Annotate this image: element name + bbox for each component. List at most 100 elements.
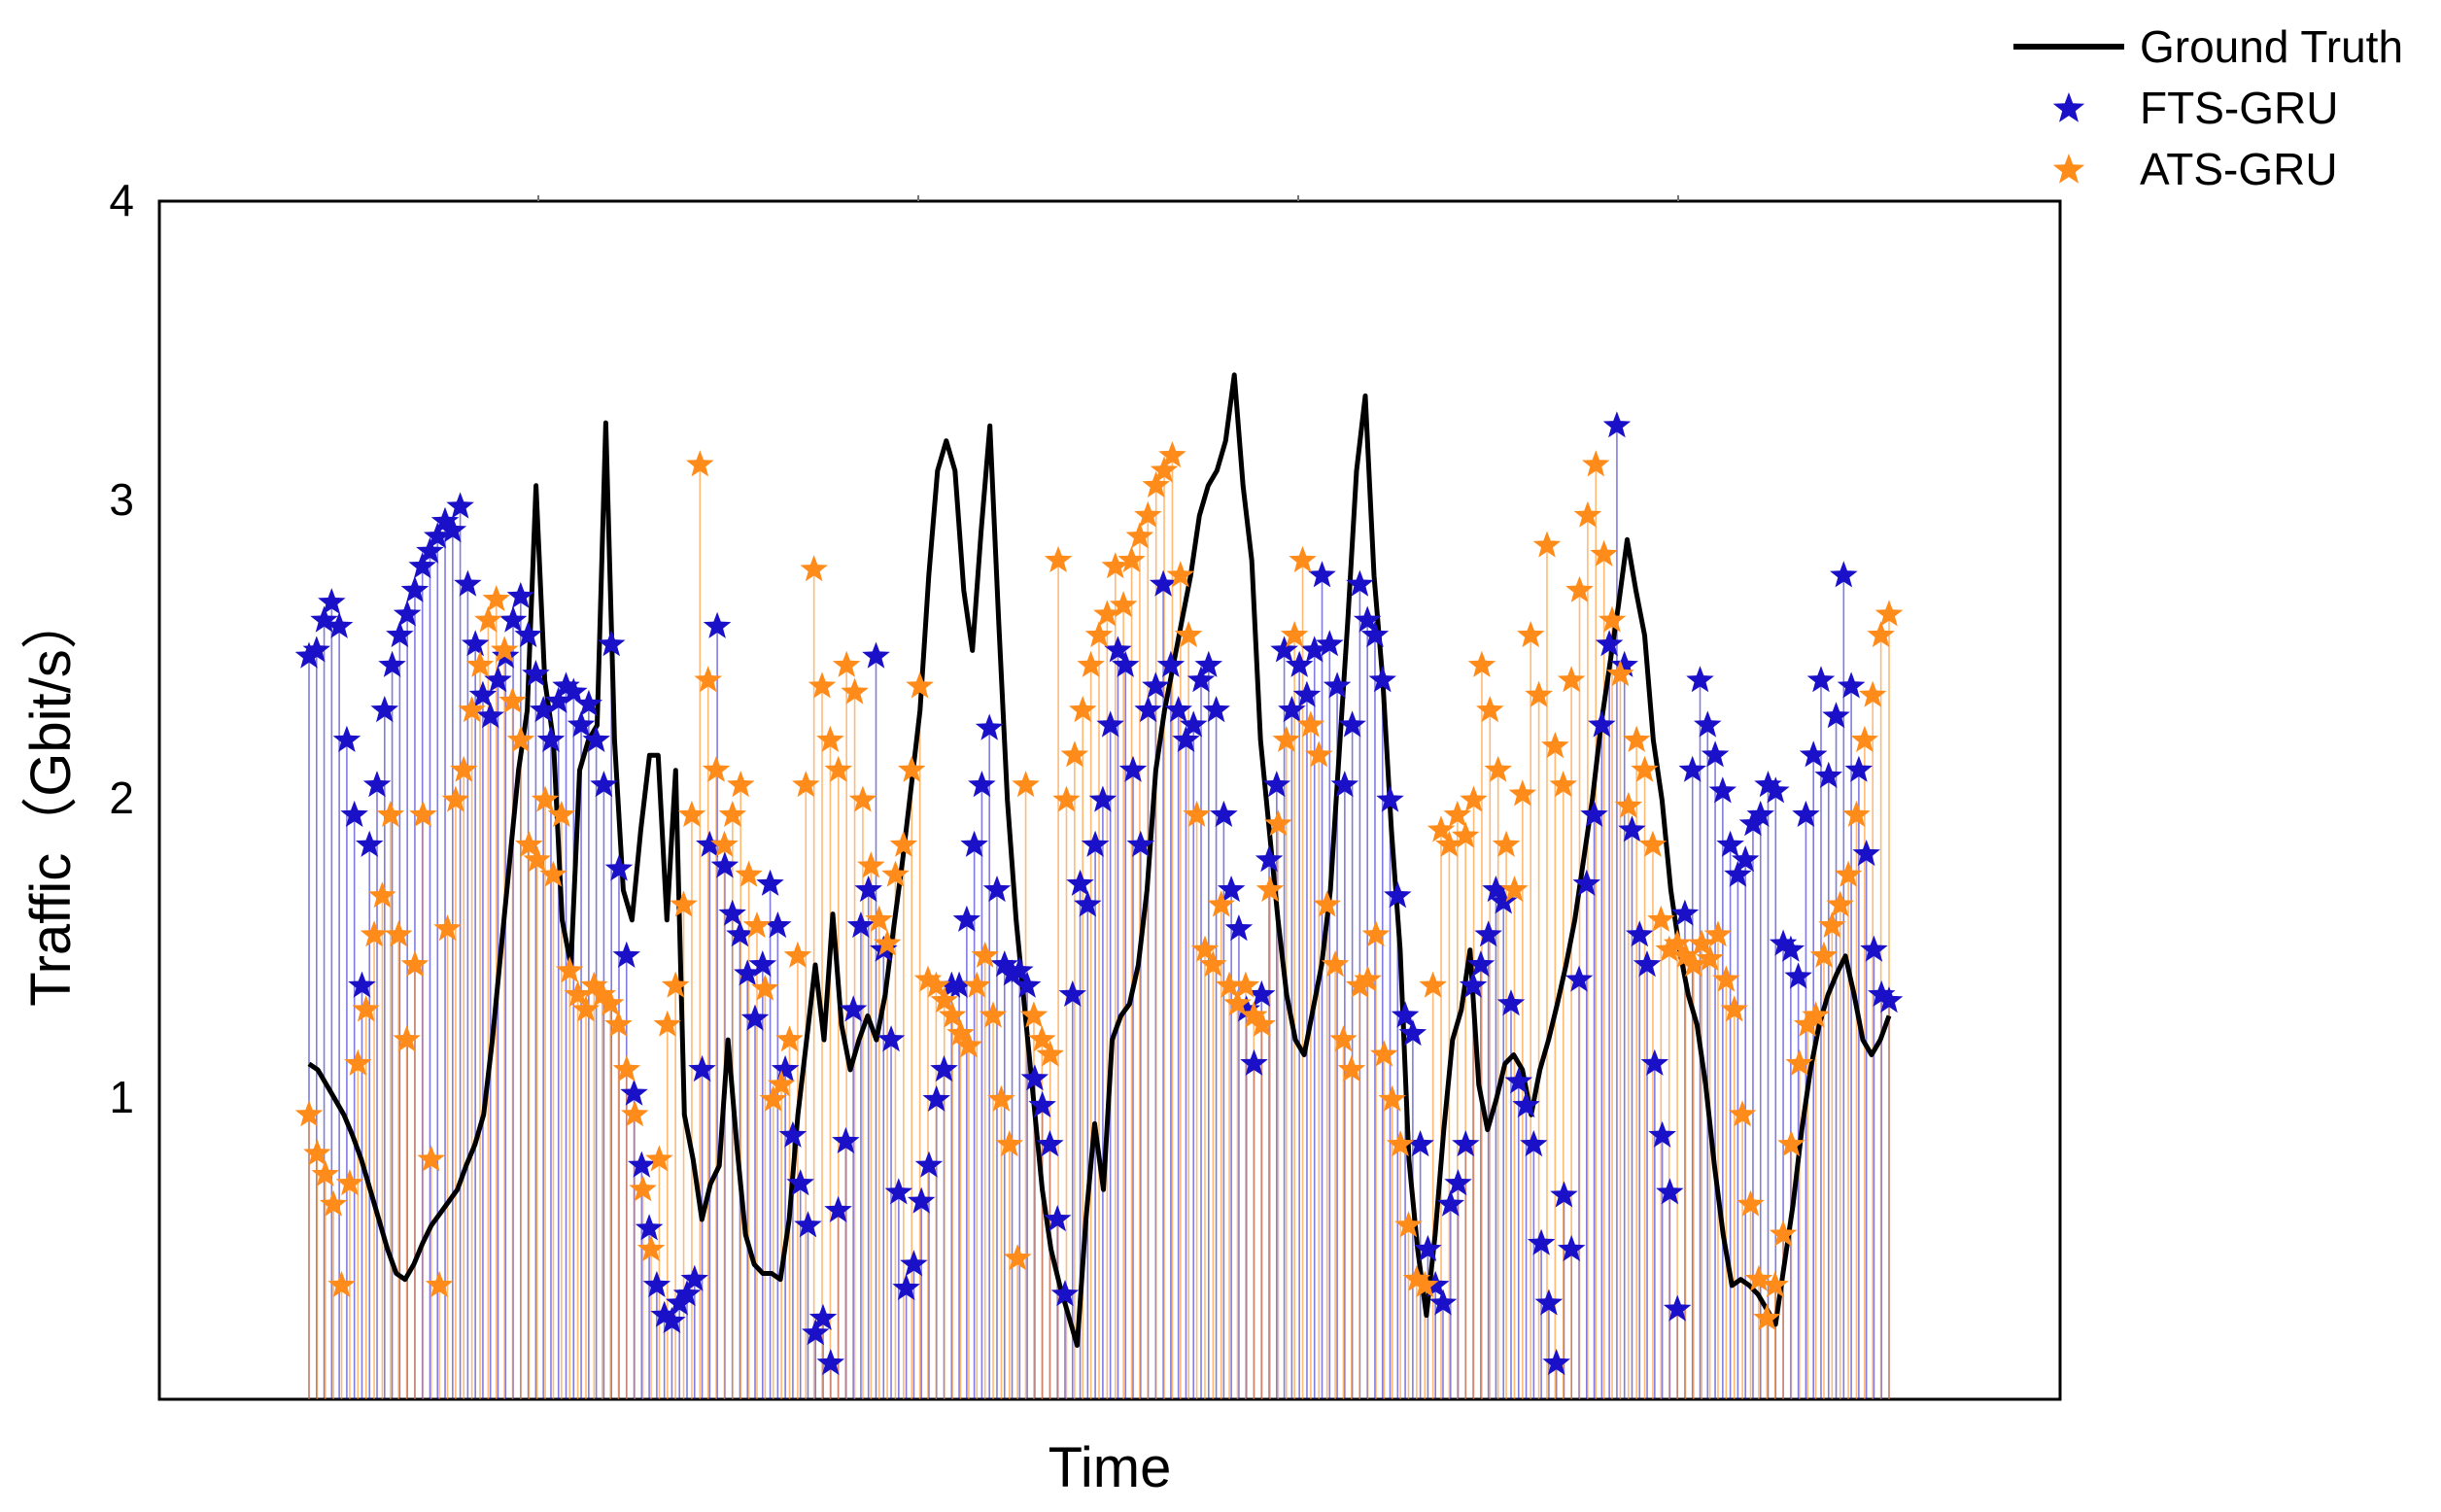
fts-gru-star xyxy=(748,950,777,978)
ats-gru-star xyxy=(1215,971,1244,998)
fts-gru-star xyxy=(1452,1130,1480,1157)
fts-gru-star xyxy=(544,686,572,713)
fts-gru-star xyxy=(1626,920,1654,947)
ats-gru-star xyxy=(1394,1211,1423,1238)
legend-star-fts-gru xyxy=(2052,92,2085,122)
ats-gru-star xyxy=(1874,600,1904,627)
ats-gru-star xyxy=(987,1084,1015,1112)
ats-gru-star xyxy=(1207,890,1235,917)
fts-gru-star xyxy=(522,660,550,687)
fts-gru-star xyxy=(794,1211,822,1238)
fts-gru-star xyxy=(1028,1090,1056,1118)
ats-gru-star xyxy=(1614,791,1643,818)
ats-gru-star xyxy=(417,1145,445,1172)
fts-gru-star xyxy=(1686,666,1714,693)
fts-gru-star xyxy=(446,492,474,519)
ats-gru-star xyxy=(1329,1025,1358,1052)
ats-gru-star xyxy=(1769,1220,1798,1247)
ats-gru-star xyxy=(1492,830,1521,857)
ats-gru-star xyxy=(710,830,739,857)
fts-gru-star xyxy=(567,710,596,738)
fts-gru-star xyxy=(1466,950,1496,978)
ats-gru-star xyxy=(311,1159,339,1186)
ats-gru-star xyxy=(1802,1001,1830,1028)
fts-gru-star xyxy=(1724,860,1752,887)
ats-gru-star xyxy=(1631,755,1659,782)
ats-gru-star xyxy=(1541,732,1569,759)
ats-gru-star xyxy=(1728,1100,1757,1127)
fts-gru-star xyxy=(945,971,974,998)
ats-gru-star xyxy=(873,929,902,956)
ats-gru-star xyxy=(1109,591,1138,618)
fts-gru-star xyxy=(680,1264,708,1291)
fts-gru-star xyxy=(786,1169,814,1196)
fts-gru-star xyxy=(506,581,535,608)
ats-gru-star xyxy=(1419,971,1447,998)
fts-gru-star xyxy=(416,536,444,564)
fts-gru-star xyxy=(1156,650,1186,677)
fts-gru-star xyxy=(672,1280,702,1307)
ats-gru-star xyxy=(1508,779,1537,807)
fts-gru-star xyxy=(952,905,981,932)
fts-gru-star xyxy=(362,771,392,798)
ats-gru-star xyxy=(824,755,853,782)
fts-gru-star xyxy=(1504,1067,1533,1094)
fts-gru-star xyxy=(378,650,406,677)
ats-gru-star xyxy=(1850,725,1879,752)
ats-gru-star xyxy=(629,1175,657,1202)
fts-gru-star xyxy=(499,605,528,633)
fts-gru-star xyxy=(1278,696,1306,723)
fts-gru-star xyxy=(802,1319,830,1346)
fts-gru-star xyxy=(703,611,732,638)
fts-gru-star xyxy=(1656,1178,1684,1205)
fts-gru-star xyxy=(726,920,754,947)
fts-gru-star xyxy=(597,630,626,657)
fts-gru-star xyxy=(1194,650,1223,677)
ats-gru-star xyxy=(1525,680,1553,707)
fts-gru-star xyxy=(1172,725,1200,752)
fts-gru-star xyxy=(1292,680,1322,707)
fts-gru-star xyxy=(552,671,580,699)
ats-gru-star xyxy=(979,1001,1008,1028)
ats-gru-star xyxy=(718,800,747,827)
y-tick-label: 3 xyxy=(109,474,134,525)
ats-gru-star xyxy=(1736,1189,1765,1217)
fts-gru-star xyxy=(1762,776,1790,804)
fts-gru-star xyxy=(1217,876,1246,903)
fts-gru-star xyxy=(1784,962,1812,989)
ground-truth-line xyxy=(307,372,1892,1348)
ats-gru-star xyxy=(1460,785,1488,812)
ats-gru-star xyxy=(1345,971,1374,998)
ats-gru-star xyxy=(1150,456,1179,483)
fts-gru-star xyxy=(1459,971,1488,998)
fts-gru-star xyxy=(990,950,1018,978)
ats-gru-star xyxy=(742,911,772,939)
ats-gru-star xyxy=(1435,830,1463,857)
fts-gru-star xyxy=(1020,1064,1049,1091)
ats-gru-star xyxy=(1036,1040,1064,1067)
ats-gru-star xyxy=(425,1270,454,1297)
ats-gru-star xyxy=(506,725,535,752)
fts-gru-star xyxy=(468,680,498,707)
fts-gru-star xyxy=(665,1289,694,1316)
fts-gru-star xyxy=(1716,830,1744,857)
ats-gru-star xyxy=(1500,876,1529,903)
fts-gru-star xyxy=(1527,1228,1556,1255)
ats-gru-star xyxy=(1793,1010,1822,1037)
fts-gru-star xyxy=(1323,671,1352,699)
ats-gru-star xyxy=(677,800,706,827)
fts-gru-star xyxy=(356,830,384,857)
fts-gru-star xyxy=(846,911,876,939)
fts-gru-star xyxy=(1558,1234,1586,1261)
fts-gru-star xyxy=(1708,776,1737,804)
fts-gru-star xyxy=(408,552,436,579)
fts-gru-star xyxy=(1814,761,1842,788)
fts-gru-star xyxy=(628,1151,656,1178)
fts-gru-star xyxy=(975,713,1004,740)
fts-gru-star xyxy=(1210,800,1238,827)
fts-gru-star xyxy=(348,971,376,998)
fts-gru-star xyxy=(900,1250,928,1277)
fts-gru-star xyxy=(1830,561,1858,588)
fts-gru-star xyxy=(1542,1349,1570,1376)
fts-gru-star xyxy=(1482,876,1510,903)
